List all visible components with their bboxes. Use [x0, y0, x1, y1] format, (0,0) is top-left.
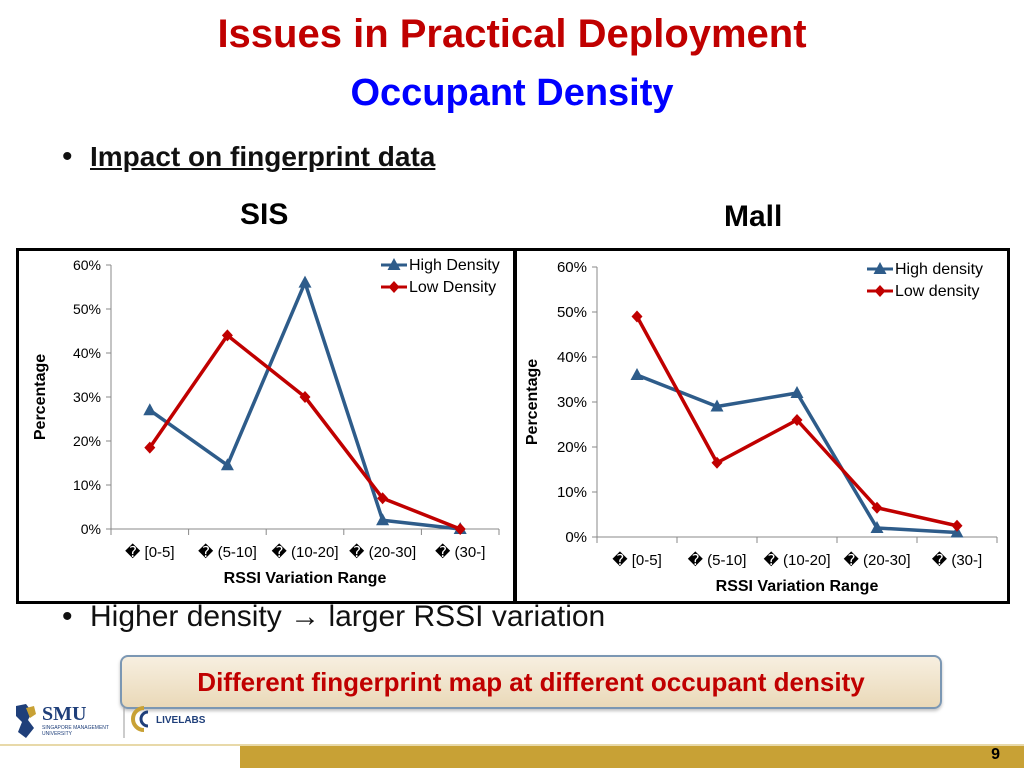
- chart-sis: 0% 10% 20% 30% 40% 50% 60% � [0-5] � (5-10] � (10…: [16, 248, 516, 604]
- data-point: [871, 501, 883, 514]
- chart-label-sis: SIS: [240, 198, 289, 231]
- data-point: [790, 386, 804, 398]
- slide-title: Issues in Practical Deployment: [217, 12, 807, 56]
- series-line: [148, 333, 461, 531]
- data-point: [631, 310, 643, 323]
- data-point: [220, 458, 234, 471]
- callout-box: Different fingerprint map at different o…: [120, 655, 942, 709]
- y-tick-label: 60%: [73, 257, 101, 273]
- legend-label: Low Density: [409, 279, 496, 296]
- bullet-dot-icon: •: [62, 600, 73, 633]
- legend-entry: Low Density: [381, 279, 496, 296]
- legend-label: Low density: [895, 283, 980, 300]
- chart-mall-svg: 0% 10% 20% 30% 40% 50% 60% � [0-5] � (5-10] � (10…: [524, 259, 998, 595]
- x-tick-label: � (10-20]: [763, 551, 830, 569]
- bullet-density: • Higher density → larger RSSI variation: [62, 600, 605, 634]
- y-tick-label: 0%: [81, 521, 101, 537]
- legend-marker: [873, 262, 887, 274]
- bullet-text: Impact on fingerprint data: [90, 141, 436, 172]
- data-point: [711, 456, 723, 469]
- y-axis-title: Percentage: [32, 354, 49, 440]
- page-number: 9: [991, 746, 1000, 763]
- livelabs-logo: LIVELABS: [131, 706, 206, 732]
- series-high-density: [143, 275, 467, 534]
- data-point: [951, 519, 963, 532]
- bullet-text-pre: Higher density: [90, 600, 291, 633]
- bullet-dot-icon: •: [62, 140, 73, 173]
- legend-label: High Density: [409, 257, 500, 274]
- series-low-density: [631, 310, 963, 532]
- smu-logo: SMU SINGAPORE MANAGEMENT UNIVERSITY: [16, 703, 109, 738]
- x-tick-label: � (5-10]: [688, 551, 747, 569]
- data-point: [791, 414, 803, 426]
- smu-sub2: UNIVERSITY: [42, 731, 73, 737]
- bullet-impact: • Impact on fingerprint data: [62, 140, 435, 174]
- data-point: [454, 523, 466, 535]
- slide-subtitle: Occupant Density: [350, 72, 674, 114]
- y-tick-label: 50%: [73, 301, 101, 317]
- x-axis-title: RSSI Variation Range: [716, 578, 879, 595]
- y-tick-label: 20%: [557, 439, 587, 456]
- y-tick-label: 30%: [73, 389, 101, 405]
- smu-wordmark: SMU: [42, 703, 86, 725]
- legend-marker: [387, 258, 401, 270]
- y-tick-label: 60%: [557, 259, 587, 276]
- chart-mall: 0% 10% 20% 30% 40% 50% 60% � [0-5] � (5-10] � (10…: [514, 248, 1010, 604]
- data-point: [630, 368, 644, 380]
- callout-text: Different fingerprint map at different o…: [197, 666, 865, 697]
- right-arrow-icon: →: [290, 600, 321, 633]
- data-point: [298, 275, 312, 288]
- y-tick-label: 40%: [73, 345, 101, 361]
- y-tick-label: 50%: [557, 304, 587, 321]
- x-tick-label: � (5-10]: [198, 543, 257, 561]
- footer-bar: [240, 746, 1024, 768]
- legend-marker: [874, 285, 886, 297]
- x-tick-label: � (20-30]: [843, 551, 910, 569]
- data-point: [221, 329, 233, 342]
- chart-label-mall: Mall: [724, 200, 783, 233]
- logos-svg: SMU SINGAPORE MANAGEMENT UNIVERSITY LIVE…: [16, 703, 206, 738]
- data-point: [377, 492, 389, 505]
- bullet-text-post: larger RSSI variation: [320, 600, 606, 633]
- x-tick-label: � (10-20]: [271, 543, 338, 561]
- data-point: [870, 521, 884, 533]
- legend-label: High density: [895, 261, 983, 278]
- x-tick-label: � (20-30]: [349, 543, 416, 561]
- data-point: [376, 513, 390, 526]
- data-point: [299, 391, 311, 403]
- legend-marker: [388, 281, 400, 293]
- data-point: [144, 441, 156, 454]
- series-low-density: [144, 329, 466, 535]
- smu-sub1: SINGAPORE MANAGEMENT: [42, 725, 109, 731]
- y-tick-label: 30%: [557, 394, 587, 411]
- footer-line: [0, 744, 1024, 746]
- series-line: [148, 280, 461, 531]
- y-axis-title: Percentage: [524, 359, 541, 445]
- legend-entry: High density: [867, 261, 983, 278]
- y-tick-label: 10%: [557, 484, 587, 501]
- x-tick-label: � [0-5]: [125, 543, 175, 561]
- x-tick-label: � [0-5]: [612, 551, 662, 569]
- legend-entry: Low density: [867, 283, 980, 300]
- x-tick-label: � (30-]: [435, 543, 485, 561]
- y-tick-label: 40%: [557, 349, 587, 366]
- y-tick-label: 10%: [73, 477, 101, 493]
- data-point: [143, 403, 157, 416]
- livelabs-wordmark: LIVELABS: [156, 715, 206, 726]
- legend-entry: High Density: [381, 257, 500, 274]
- y-tick-label: 0%: [565, 529, 587, 546]
- series-line: [636, 373, 958, 535]
- x-axis-title: RSSI Variation Range: [224, 570, 387, 587]
- x-tick-label: � (30-]: [932, 551, 982, 569]
- logo-group: SMU SINGAPORE MANAGEMENT UNIVERSITY LIVE…: [12, 698, 242, 744]
- data-point: [710, 399, 724, 412]
- series-high-density: [630, 368, 964, 538]
- chart-sis-svg: 0% 10% 20% 30% 40% 50% 60% � [0-5] � (5-10] � (10…: [32, 257, 500, 587]
- y-tick-label: 20%: [73, 433, 101, 449]
